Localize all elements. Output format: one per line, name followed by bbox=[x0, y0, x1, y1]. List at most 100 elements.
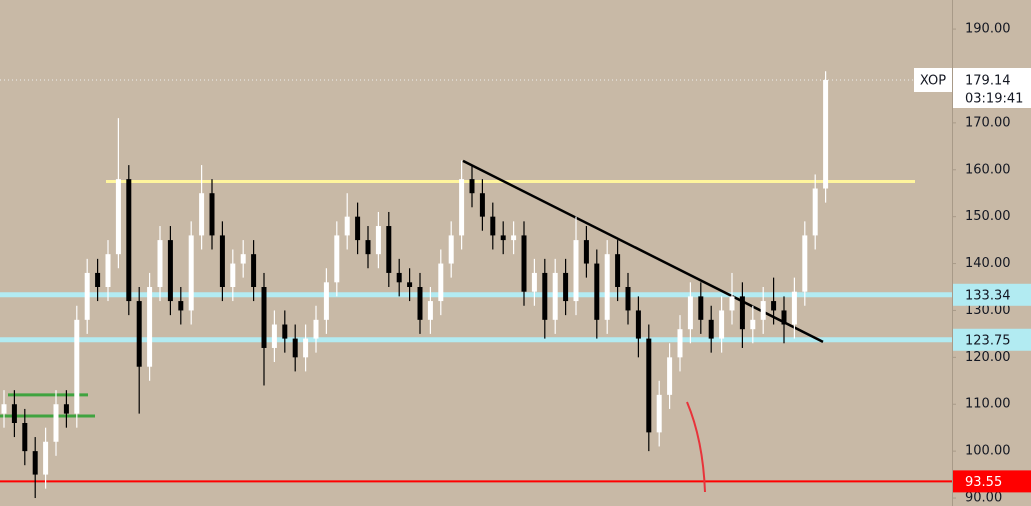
y-tick-label: 100.00 bbox=[965, 444, 1011, 459]
candle-body bbox=[209, 193, 215, 236]
candle-body bbox=[781, 310, 787, 325]
candle-body bbox=[583, 240, 589, 264]
symbol-label: XOP bbox=[920, 74, 946, 89]
candle-body bbox=[802, 235, 808, 292]
y-tick-label: 160.00 bbox=[965, 162, 1011, 177]
candle-body bbox=[199, 193, 205, 236]
symbol-box bbox=[914, 68, 952, 93]
candle-body bbox=[63, 404, 69, 414]
candle-body bbox=[656, 394, 662, 433]
y-tick-label: 140.00 bbox=[965, 256, 1011, 271]
y-tick-label: 170.00 bbox=[965, 115, 1011, 130]
candle-body bbox=[22, 422, 28, 452]
candle-body bbox=[708, 319, 714, 339]
y-tick-label: 90.00 bbox=[965, 491, 1002, 506]
candle-body bbox=[261, 286, 267, 348]
candle-body bbox=[719, 310, 725, 339]
candle-body bbox=[646, 338, 652, 433]
candle-body bbox=[95, 272, 101, 287]
candle-body bbox=[511, 235, 517, 241]
candle-body bbox=[147, 286, 153, 367]
candle-body bbox=[355, 216, 361, 241]
candle-body bbox=[282, 324, 288, 339]
candle-body bbox=[625, 286, 631, 311]
candle-body bbox=[594, 263, 600, 320]
candle-body bbox=[760, 301, 766, 320]
candle-body bbox=[251, 254, 257, 287]
candle-body bbox=[479, 193, 485, 217]
candle-body bbox=[115, 179, 121, 255]
candle-body bbox=[292, 338, 298, 358]
candle-body bbox=[219, 235, 225, 287]
candle-body bbox=[375, 226, 381, 255]
candle-body bbox=[271, 324, 277, 348]
candle-body bbox=[750, 319, 756, 330]
candle-body bbox=[1, 404, 7, 414]
candle-body bbox=[167, 240, 173, 302]
price-label: 123.75 bbox=[965, 333, 1011, 348]
candle-body bbox=[157, 240, 163, 287]
candle-body bbox=[105, 254, 111, 287]
candle-body bbox=[178, 301, 184, 311]
candle-body bbox=[188, 235, 194, 311]
candle-body bbox=[365, 240, 371, 255]
y-tick-label: 150.00 bbox=[965, 209, 1011, 224]
price-label: 93.55 bbox=[965, 475, 1002, 490]
candle-body bbox=[386, 226, 392, 273]
candle-body bbox=[521, 235, 527, 292]
candle-body bbox=[687, 296, 693, 330]
candle-body bbox=[126, 179, 132, 302]
candle-body bbox=[313, 319, 319, 339]
candle-body bbox=[43, 441, 49, 475]
candle-body bbox=[771, 301, 777, 311]
candle-body bbox=[667, 357, 673, 395]
y-tick-label: 190.00 bbox=[965, 22, 1011, 37]
candle-body bbox=[303, 338, 309, 358]
candle-body bbox=[74, 319, 80, 414]
candle-body bbox=[812, 188, 818, 236]
candle-body bbox=[698, 296, 704, 320]
candle-body bbox=[677, 329, 683, 358]
candle-body bbox=[823, 80, 829, 189]
candle-body bbox=[136, 301, 142, 367]
candle-body bbox=[563, 272, 569, 302]
candle-body bbox=[500, 235, 506, 241]
candle-body bbox=[459, 179, 465, 236]
candle-body bbox=[615, 254, 621, 287]
candle-body bbox=[490, 216, 496, 236]
last-price-box bbox=[953, 68, 1031, 109]
price-label: 133.34 bbox=[965, 288, 1011, 303]
price-label-box bbox=[953, 328, 1031, 351]
candle-body bbox=[635, 310, 641, 339]
candle-body bbox=[729, 296, 735, 311]
candle-body bbox=[396, 272, 402, 283]
candle-body bbox=[323, 282, 329, 320]
y-tick-label: 110.00 bbox=[965, 397, 1011, 412]
drawn-curve bbox=[686, 401, 706, 493]
countdown: 03:19:41 bbox=[965, 92, 1023, 107]
candle-body bbox=[417, 286, 423, 320]
candle-body bbox=[230, 263, 236, 287]
candle-body bbox=[448, 235, 454, 264]
last-price: 179.14 bbox=[965, 74, 1011, 89]
candle-body bbox=[11, 404, 17, 423]
candle-body bbox=[32, 451, 38, 475]
candle-body bbox=[84, 272, 90, 320]
candle-body bbox=[573, 240, 579, 302]
candle-body bbox=[427, 301, 433, 320]
candle-body bbox=[552, 272, 558, 320]
candle-body bbox=[469, 179, 475, 194]
price-label-box bbox=[953, 470, 1031, 493]
candle-body bbox=[739, 296, 745, 330]
candle-body bbox=[604, 254, 610, 320]
candle-body bbox=[791, 291, 797, 325]
candle-body bbox=[334, 235, 340, 283]
candle-body bbox=[542, 272, 548, 320]
candle-body bbox=[240, 254, 246, 264]
candle-body bbox=[531, 272, 537, 292]
y-tick-label: 120.00 bbox=[965, 350, 1011, 365]
candle-body bbox=[407, 282, 413, 287]
price-label-box bbox=[953, 283, 1031, 306]
candle-body bbox=[53, 404, 59, 442]
